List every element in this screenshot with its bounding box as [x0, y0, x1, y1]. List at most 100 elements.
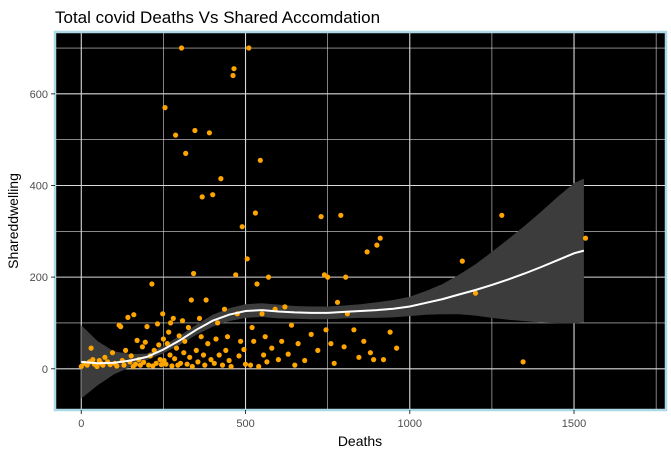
data-point — [252, 210, 258, 216]
data-point — [371, 357, 377, 363]
data-point — [156, 342, 162, 348]
data-point — [377, 235, 383, 241]
data-point — [351, 327, 357, 333]
data-point — [328, 341, 334, 347]
data-point — [374, 242, 380, 248]
data-point — [216, 352, 222, 358]
data-point — [269, 345, 275, 351]
data-point — [187, 354, 193, 360]
smooth-line-layer — [81, 249, 585, 365]
data-point — [189, 363, 195, 370]
data-point — [285, 351, 291, 357]
data-point — [173, 345, 180, 351]
data-point — [261, 352, 267, 358]
data-point — [208, 357, 214, 363]
data-point — [203, 297, 209, 303]
data-point — [166, 329, 172, 335]
data-point — [367, 350, 373, 356]
y-axis-label: Shareddwelling — [5, 173, 21, 269]
data-point — [162, 105, 168, 111]
data-point — [192, 127, 198, 134]
data-point — [364, 249, 370, 255]
data-point — [499, 212, 505, 218]
data-point — [262, 334, 268, 340]
data-point — [361, 338, 367, 344]
data-point — [472, 290, 479, 296]
data-point — [169, 363, 175, 369]
data-point — [132, 361, 139, 367]
data-point — [114, 363, 120, 369]
data-point — [160, 336, 166, 342]
data-point — [146, 362, 152, 368]
data-point — [218, 176, 224, 182]
data-point — [163, 361, 169, 367]
data-point — [215, 320, 221, 326]
data-point — [231, 66, 237, 72]
data-point — [121, 362, 127, 368]
data-point — [256, 363, 262, 370]
data-point — [191, 270, 197, 277]
data-point — [164, 341, 170, 347]
data-point — [88, 345, 94, 351]
data-point — [264, 359, 270, 365]
data-point — [151, 347, 157, 353]
data-point — [292, 362, 298, 368]
data-point — [206, 130, 212, 136]
data-point — [233, 272, 239, 278]
data-point — [205, 341, 211, 347]
data-point — [228, 363, 234, 370]
data-point — [154, 321, 161, 327]
data-point — [195, 359, 201, 365]
data-point — [210, 192, 216, 198]
data-point — [230, 72, 236, 79]
data-point — [198, 334, 204, 340]
data-point — [308, 331, 314, 337]
data-point — [158, 362, 164, 368]
data-point — [118, 324, 124, 330]
data-point — [168, 320, 174, 326]
data-point — [181, 350, 187, 356]
data-point — [173, 132, 179, 138]
data-point — [213, 336, 219, 342]
data-point — [78, 363, 84, 370]
data-point — [343, 274, 349, 280]
data-point — [318, 214, 324, 220]
y-tick-label: 400 — [30, 180, 48, 192]
data-point — [325, 274, 331, 280]
data-point — [331, 360, 337, 366]
grid-lines — [55, 32, 666, 410]
data-point — [341, 344, 347, 350]
data-point — [242, 361, 249, 367]
data-point — [356, 354, 362, 360]
data-point — [184, 361, 190, 367]
smooth-trend-line — [81, 249, 585, 365]
data-point — [246, 45, 252, 51]
data-point — [177, 360, 184, 366]
data-point — [323, 327, 329, 333]
data-point — [459, 258, 465, 264]
data-point — [221, 306, 228, 312]
data-point — [288, 322, 295, 328]
data-point — [176, 333, 182, 339]
data-point — [90, 357, 96, 363]
data-point — [380, 357, 387, 363]
x-tick-label: 500 — [236, 418, 254, 430]
data-point — [125, 314, 131, 320]
chart-title: Total covid Deaths Vs Shared Accomdation — [55, 8, 380, 27]
data-point — [295, 341, 301, 347]
data-point — [185, 324, 191, 331]
data-point — [160, 311, 166, 317]
data-point — [128, 353, 134, 359]
data-point — [199, 194, 205, 200]
data-point — [520, 359, 526, 365]
data-point — [94, 363, 100, 370]
data-point — [178, 45, 185, 51]
data-point — [157, 357, 163, 363]
y-tick-label: 600 — [30, 89, 48, 101]
data-point — [172, 356, 178, 362]
data-point — [254, 281, 260, 287]
data-point — [236, 353, 242, 359]
data-point — [182, 338, 188, 344]
y-tick-label: 0 — [42, 364, 48, 376]
